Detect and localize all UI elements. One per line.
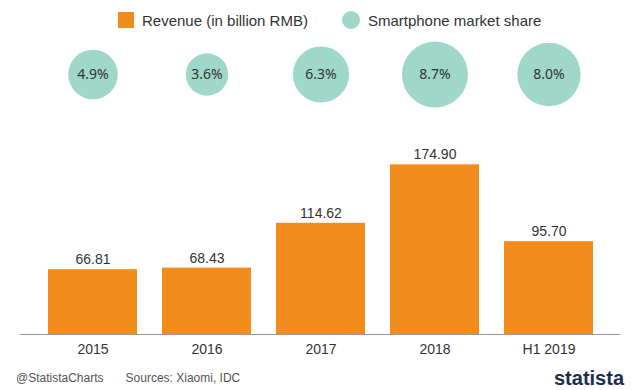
svg-text:68.43: 68.43 — [189, 250, 224, 266]
svg-text:95.70: 95.70 — [531, 223, 566, 239]
svg-text:2015: 2015 — [77, 341, 108, 357]
svg-text:2017: 2017 — [305, 341, 336, 357]
svg-text:2016: 2016 — [191, 341, 222, 357]
svg-text:114.62: 114.62 — [300, 205, 342, 221]
html-text:Sources: Xiaomi, IDC: Sources: Xiaomi, IDC — [125, 371, 241, 385]
svg-text:H1 2019: H1 2019 — [523, 341, 576, 357]
svg-text:3.6%: 3.6% — [191, 64, 222, 83]
svg-text:66.81: 66.81 — [75, 251, 110, 267]
svg-text:4.9%: 4.9% — [77, 64, 108, 83]
html-text:Revenue (in billion RMB): Revenue (in billion RMB) — [142, 11, 308, 29]
svg-text:2018: 2018 — [419, 341, 450, 357]
html-text:statista: statista — [554, 366, 624, 389]
html-text:@StatistaCharts: @StatistaCharts — [16, 371, 104, 385]
svg-text:174.90: 174.90 — [414, 146, 457, 162]
html-text:Smartphone market share: Smartphone market share — [367, 11, 542, 29]
svg-text:8.7%: 8.7% — [419, 64, 450, 83]
svg-text:8.0%: 8.0% — [533, 64, 564, 83]
svg-text:6.3%: 6.3% — [305, 64, 336, 83]
